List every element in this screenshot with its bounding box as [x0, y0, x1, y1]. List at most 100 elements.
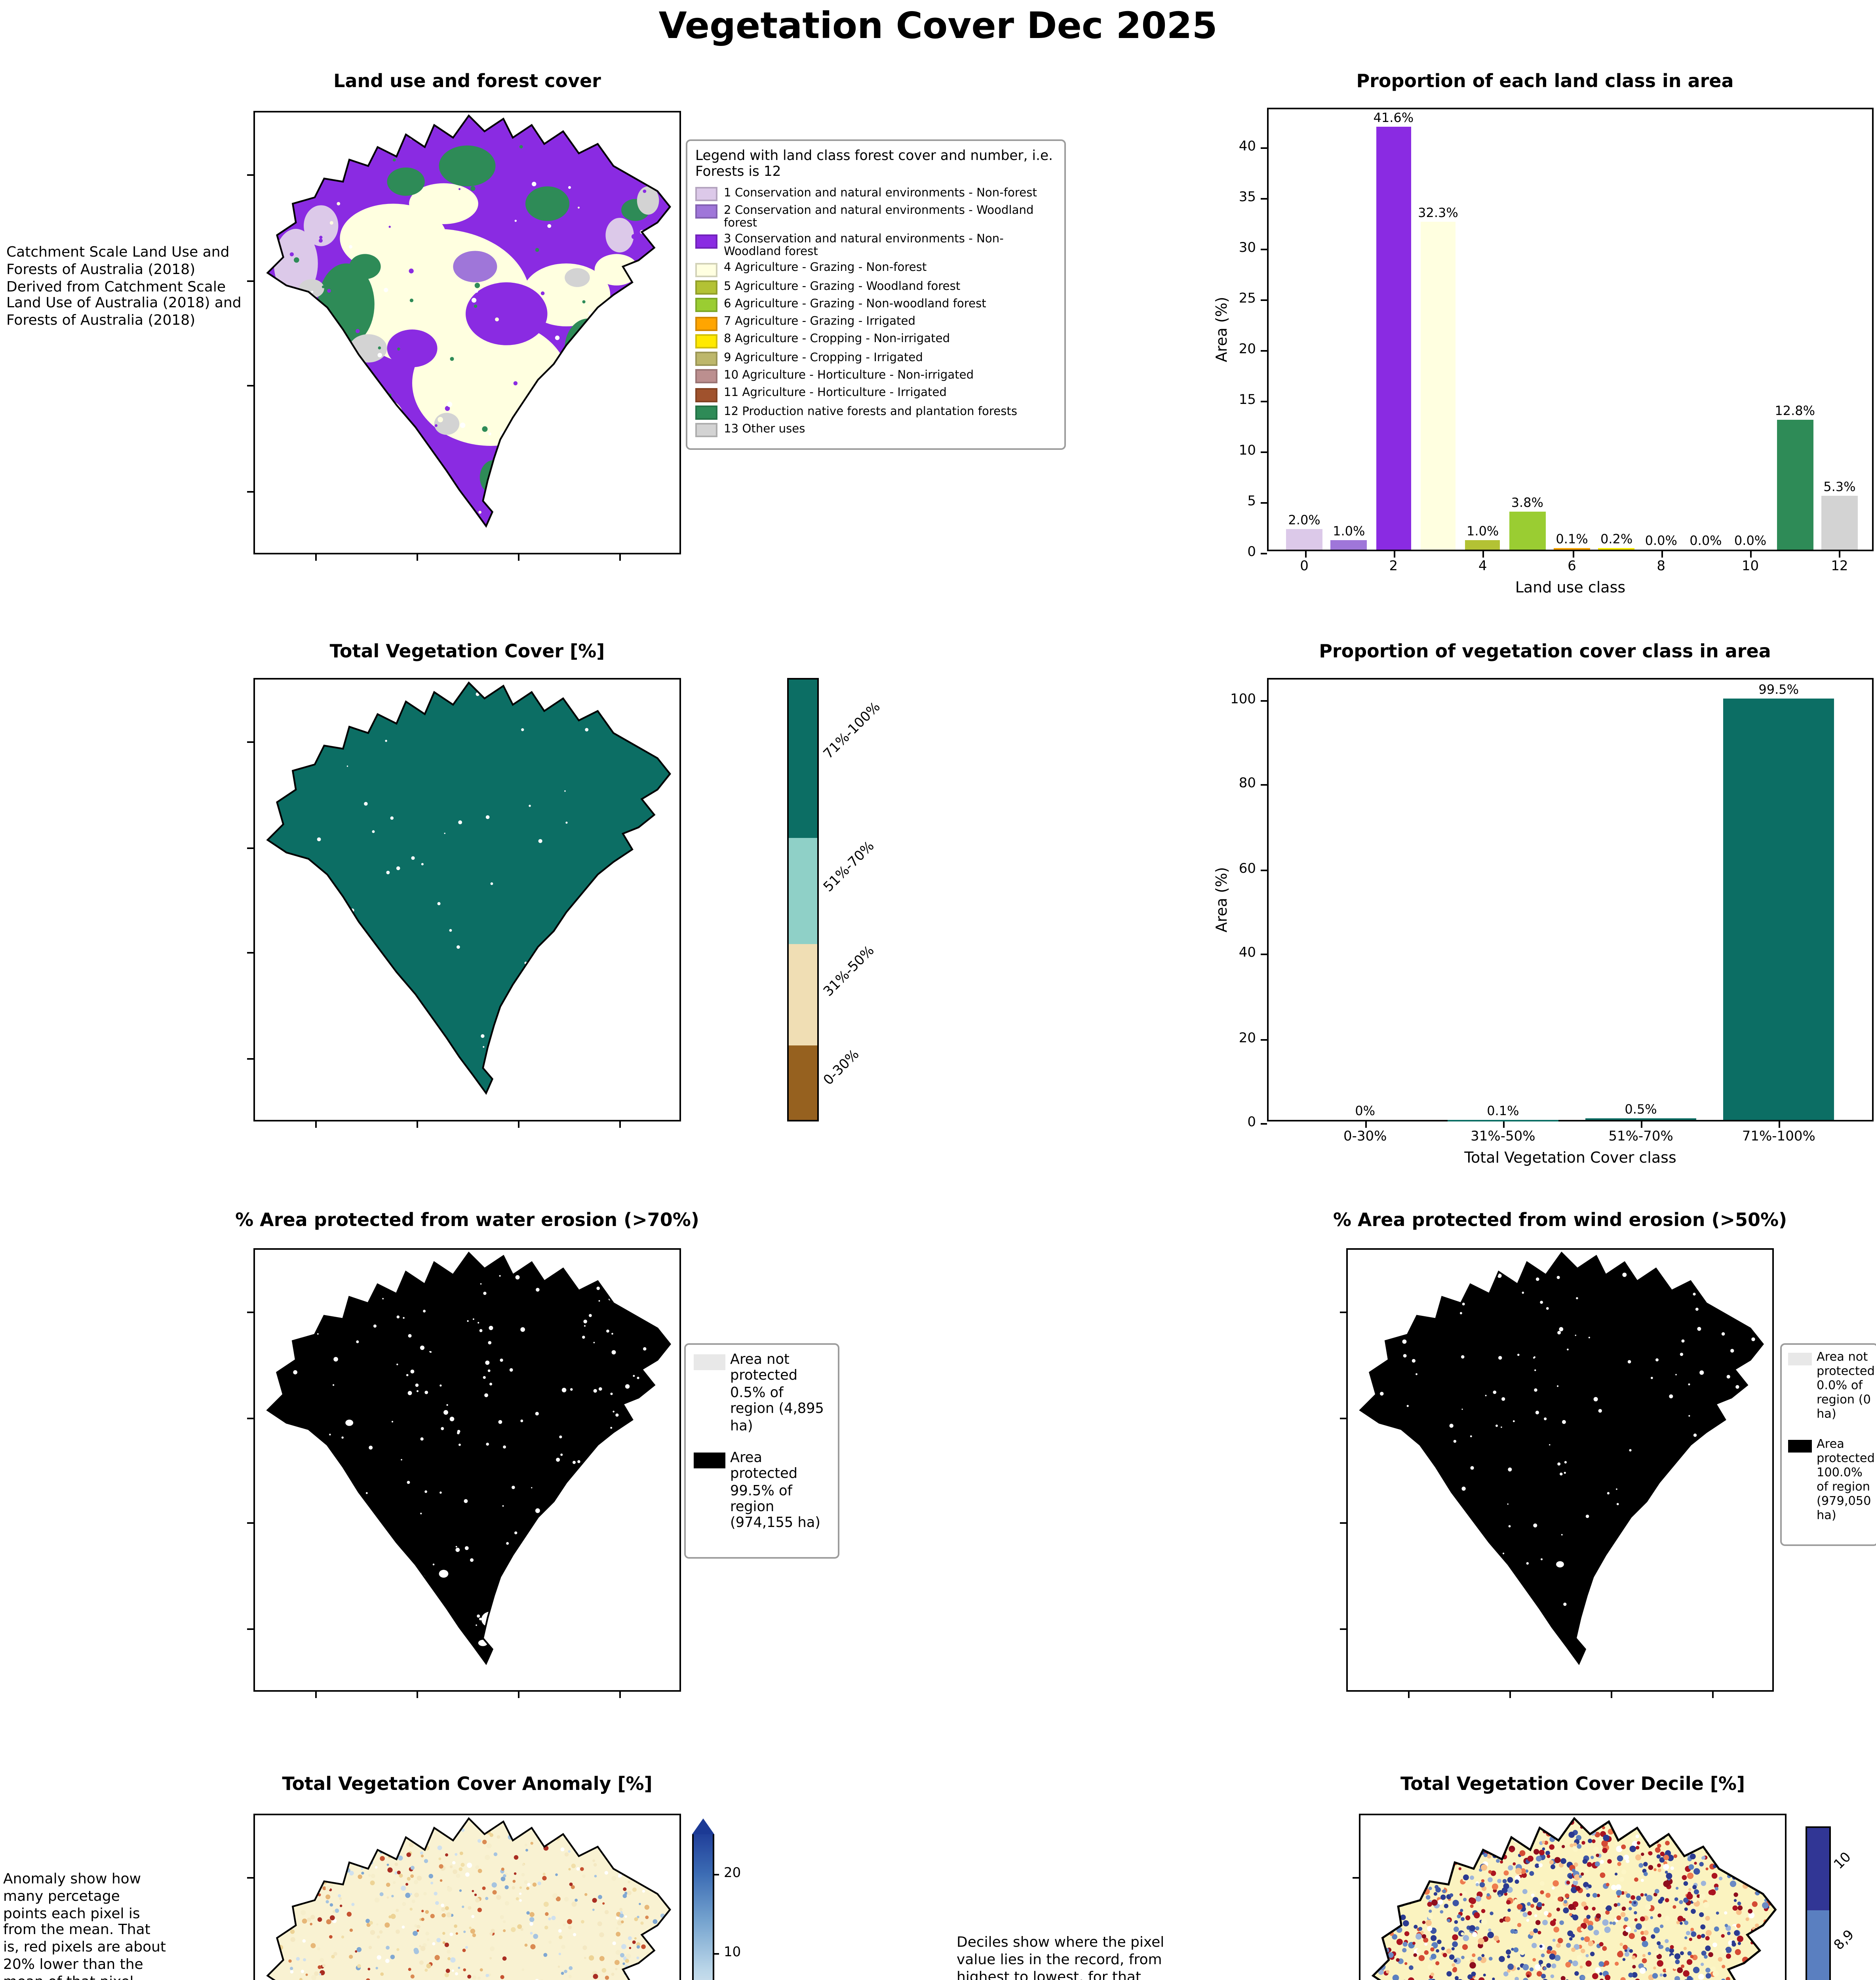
colorbar-label: 0-30% [821, 1047, 863, 1089]
x-tick-label: 12 [1831, 559, 1848, 575]
axis-tick [247, 280, 253, 282]
y-tick [1261, 147, 1267, 148]
bar [1598, 547, 1634, 550]
page-title: Vegetation Cover Dec 2025 [658, 6, 1218, 48]
legend-swatch [695, 352, 717, 366]
vegcover-colorbar [787, 678, 819, 1121]
legend-label: 11 Agriculture - Horticulture - Irrigate… [724, 385, 947, 400]
axis-tick [1407, 1692, 1409, 1698]
axis-tick [1611, 1692, 1613, 1698]
plot-area: 0 5 10 15 20 25 30 35 40 0 2 4 6 8 10 12 2.0% 1.0% 41.6% 32… [1239, 108, 1874, 575]
legend-item: 11 Agriculture - Horticulture - Irrigate… [695, 385, 1056, 402]
colorbar-tick-label: 20 [724, 1866, 741, 1882]
bar-value-label: 0.5% [1625, 1102, 1657, 1116]
wind-erosion-legend-items: Area not protected 0.0% of region (0 ha)… [1788, 1350, 1875, 1523]
landuse-legend-items: 1 Conservation and natural environments … [695, 185, 1056, 438]
bar [1509, 511, 1545, 550]
axis-tick [247, 1311, 253, 1313]
legend-item: 3 Conservation and natural environments … [695, 231, 1056, 259]
landuse-panel-title: Land use and forest cover [333, 70, 601, 92]
y-tick [1261, 1123, 1267, 1125]
axis-tick [247, 847, 253, 849]
y-tick-label: 15 [1239, 392, 1256, 409]
colorbar-label: 71%-100% [821, 700, 885, 763]
colorbar-segment [1807, 1911, 1829, 1980]
axis-tick [1340, 1311, 1346, 1313]
y-tick-label: 0 [1247, 1115, 1256, 1131]
chart-title: Proportion of vegetation cover class in … [1319, 640, 1771, 662]
y-tick-label: 40 [1239, 946, 1256, 962]
legend-item: 9 Agriculture - Cropping - Irrigated [695, 350, 1056, 366]
axis-tick [1353, 1877, 1359, 1879]
legend-swatch [695, 369, 717, 384]
bar-value-label: 0.0% [1645, 534, 1677, 548]
y-tick [1261, 784, 1267, 786]
axis-tick [518, 554, 520, 561]
legend-label: 12 Production native forests and plantat… [724, 403, 1018, 418]
legend-item: 5 Agriculture - Grazing - Woodland fores… [695, 278, 1056, 295]
axis-tick [314, 554, 316, 561]
legend-swatch [695, 234, 717, 248]
bar-value-label: 0% [1355, 1104, 1376, 1118]
x-tick-label: 0 [1300, 559, 1309, 575]
legend-swatch [695, 334, 717, 348]
catchment-outline [1371, 1816, 1777, 1980]
y-tick [1261, 1038, 1267, 1040]
x-tick-label: 2 [1389, 559, 1398, 575]
wind-erosion-panel-title: % Area protected from wind erosion (>50%… [1333, 1209, 1787, 1231]
plot-area: 0 20 40 60 80 100 0-30% 31%-50% 51%-70% 71%-100% 0… [1230, 678, 1874, 1145]
colorbar-label: 51%-70% [821, 839, 878, 897]
colorbar-arrow-up-icon [692, 1818, 714, 1834]
y-tick [1261, 954, 1267, 956]
bar [1376, 127, 1412, 550]
colorbar-segment [789, 944, 817, 1045]
y-tick [1261, 502, 1267, 504]
catchment-outline [1359, 1251, 1764, 1665]
legend-swatch [694, 1354, 725, 1370]
axis-tick [1340, 1523, 1346, 1525]
y-tick-label: 25 [1239, 291, 1256, 307]
axis-tick [247, 174, 253, 176]
bar-value-label: 99.5% [1758, 683, 1799, 697]
legend-swatch [694, 1452, 725, 1468]
y-tick-label: 100 [1230, 692, 1256, 708]
legend-item: Area protected 99.5% of region (974,155 … [694, 1451, 830, 1533]
chart-title: Proportion of each land class in area [1356, 70, 1734, 92]
legend-label: 4 Agriculture - Grazing - Non-forest [724, 260, 927, 274]
x-axis-label: Land use class [1515, 580, 1626, 597]
axis-tick [247, 741, 253, 743]
y-tick [1261, 869, 1267, 871]
legend-swatch [695, 423, 717, 438]
legend-item: 8 Agriculture - Cropping - Non-irrigated [695, 331, 1056, 348]
y-tick [1261, 700, 1267, 702]
legend-label: 8 Agriculture - Cropping - Non-irrigated [724, 331, 950, 346]
bar-value-label: 0.2% [1600, 531, 1633, 546]
y-tick-label: 40 [1239, 139, 1256, 155]
vegcover-map [247, 678, 681, 1128]
axis-tick [1340, 1628, 1346, 1630]
decile-colorbar-labels: 108,94-72,31 [1832, 1826, 1876, 1980]
x-tick-label: 10 [1741, 559, 1759, 575]
bar-value-label: 2.0% [1288, 513, 1320, 528]
x-tick [1750, 551, 1752, 558]
axis-tick [247, 491, 253, 493]
legend-label: 3 Conservation and natural environments … [724, 231, 1004, 259]
legend-label: 13 Other uses [724, 421, 805, 436]
y-tick [1261, 451, 1267, 453]
axis-tick [518, 1692, 520, 1698]
water-erosion-legend: Area not protected 0.5% of region (4,895… [684, 1343, 839, 1558]
axis-tick [518, 1121, 520, 1128]
x-tick-label: 4 [1478, 559, 1487, 575]
bar-value-label: 41.6% [1373, 111, 1414, 126]
legend-item: 2 Conservation and natural environments … [695, 203, 1056, 230]
y-tick-label: 35 [1239, 189, 1256, 206]
vegcover-panel-title: Total Vegetation Cover [%] [329, 640, 605, 662]
map-fill [267, 115, 670, 526]
legend-swatch [1788, 1353, 1812, 1365]
bar [1286, 529, 1322, 550]
legend-item: 12 Production native forests and plantat… [695, 403, 1056, 420]
legend-swatch [695, 406, 717, 420]
x-tick [1572, 551, 1573, 558]
wind-erosion-map-canvas [1359, 1251, 1764, 1665]
y-tick-label: 10 [1239, 443, 1256, 459]
